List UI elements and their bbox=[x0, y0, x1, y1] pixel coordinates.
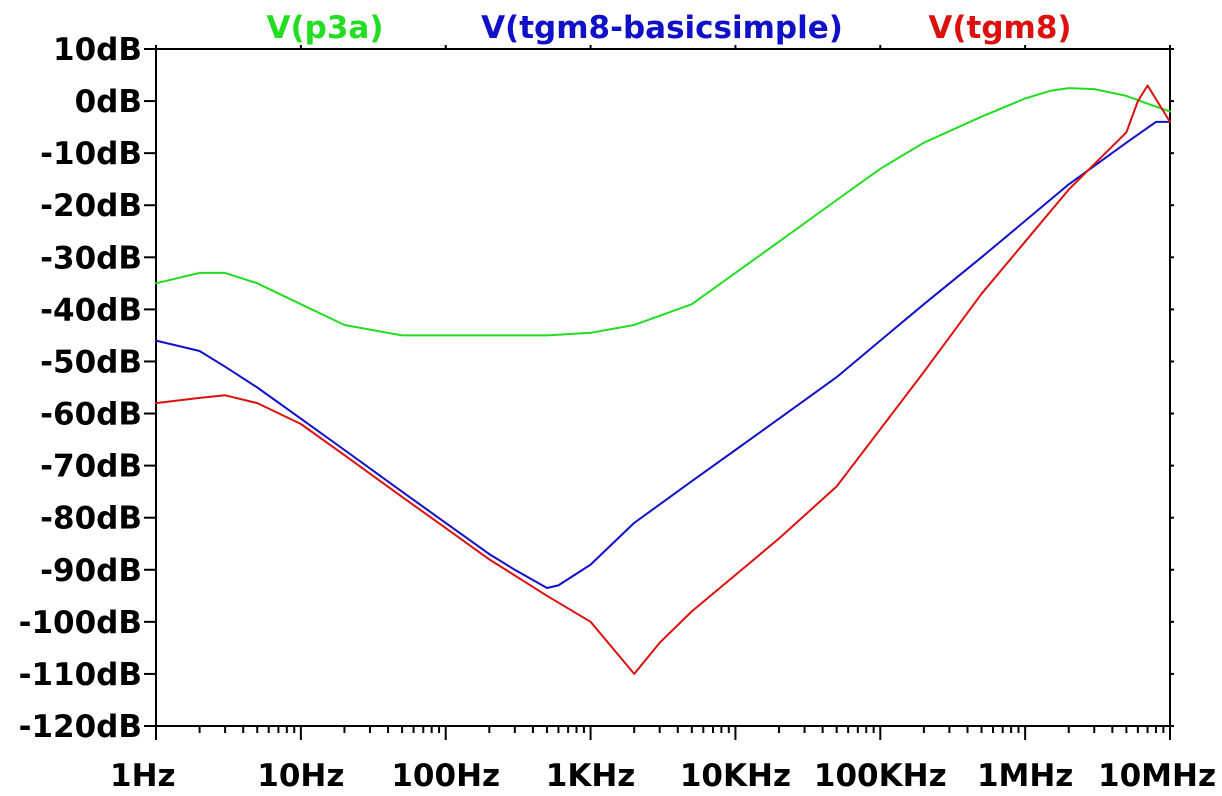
y-tick-label: -50dB bbox=[40, 344, 142, 380]
x-tick-label: 1Hz bbox=[110, 758, 176, 794]
x-axis: 1Hz 10Hz 100Hz 1KHz 10KHz 100KHz 1MHz 10MHz bbox=[110, 45, 1216, 794]
y-tick-label: -120dB bbox=[19, 709, 142, 745]
x-tick-label: 10Hz bbox=[257, 758, 344, 794]
x-tick-label: 100KHz bbox=[814, 758, 947, 794]
y-tick-label: -90dB bbox=[40, 553, 142, 589]
series-group bbox=[155, 84, 1171, 675]
y-tick-label: 0dB bbox=[75, 84, 142, 120]
legend-label-v-tgm8: V(tgm8) bbox=[928, 10, 1071, 46]
plot-frame bbox=[155, 48, 1171, 727]
y-tick-label: -110dB bbox=[19, 657, 142, 693]
y-tick-label: -30dB bbox=[40, 240, 142, 276]
x-tick-label: 1KHz bbox=[546, 758, 636, 794]
series-line-v-tgm8 bbox=[155, 84, 1171, 675]
legend-label-v-p3a: V(p3a) bbox=[266, 10, 383, 46]
y-tick-label: -70dB bbox=[40, 449, 142, 485]
x-tick-label: 10MHz bbox=[1098, 758, 1216, 794]
y-axis: 10dB 0dB -10dB -20dB -30dB -40dB -50dB -60dB -70… bbox=[19, 32, 1174, 745]
x-tick-label: 100Hz bbox=[391, 758, 500, 794]
series-line-v-p3a bbox=[155, 87, 1171, 337]
y-tick-label: -60dB bbox=[40, 397, 142, 433]
y-tick-label: -20dB bbox=[40, 188, 142, 224]
y-tick-label: -40dB bbox=[40, 292, 142, 328]
y-tick-label: -80dB bbox=[40, 501, 142, 537]
y-tick-label: -10dB bbox=[40, 136, 142, 172]
series-line-v-tgm8-basicsimple bbox=[155, 120, 1171, 589]
legend-label-v-tgm8-basicsimple: V(tgm8-basicsimple) bbox=[481, 10, 843, 46]
x-tick-label: 10KHz bbox=[680, 758, 791, 794]
y-tick-label: 10dB bbox=[53, 32, 142, 68]
x-tick-label: 1MHz bbox=[977, 758, 1073, 794]
legend: V(p3a) V(tgm8-basicsimple) V(tgm8) bbox=[266, 10, 1071, 46]
y-tick-label: -100dB bbox=[19, 605, 142, 641]
